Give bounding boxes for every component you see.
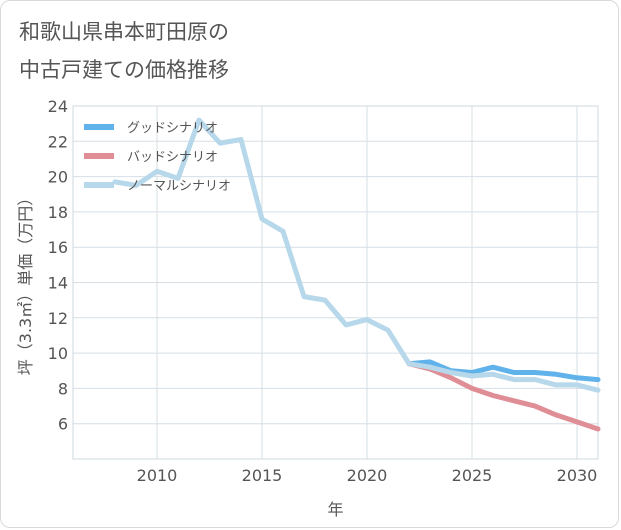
x-tick-label: 2015 xyxy=(242,466,283,485)
legend-label: ノーマルシナリオ xyxy=(127,179,231,194)
y-tick-label: 20 xyxy=(48,168,68,187)
chart-title-line1: 和歌山県串本町田原の xyxy=(19,20,229,44)
y-tick-label: 6 xyxy=(58,415,68,434)
y-tick-label: 18 xyxy=(48,203,68,222)
legend-label: バッドシナリオ xyxy=(127,150,218,165)
x-tick-label: 2025 xyxy=(452,466,493,485)
x-axis-label: 年 xyxy=(327,500,343,519)
y-tick-label: 8 xyxy=(58,379,68,398)
x-tick-label: 2020 xyxy=(347,466,388,485)
x-tick-label: 2010 xyxy=(137,466,178,485)
legend-label: グッドシナリオ xyxy=(127,121,218,136)
chart-title: 和歌山県串本町田原の 中古戸建ての価格推移 xyxy=(19,13,229,89)
plot-frame xyxy=(72,105,599,460)
y-tick-labels: 6 8 10 12 14 16 18 20 22 24 xyxy=(48,97,68,434)
y-tick-label: 12 xyxy=(48,309,68,328)
grid-lines xyxy=(73,105,598,459)
y-tick-label: 10 xyxy=(48,344,68,363)
y-axis-label: 坪（3.3㎡）単価（万円） xyxy=(16,190,35,375)
y-tick-label: 14 xyxy=(48,274,68,293)
series-line-3 xyxy=(112,117,601,393)
chart-title-line2: 中古戸建ての価格推移 xyxy=(19,58,229,82)
series-lines xyxy=(112,117,601,432)
x-tick-labels: 2010 2015 2020 2025 2030 xyxy=(137,466,598,485)
y-tick-label: 24 xyxy=(48,97,68,116)
y-tick-label: 16 xyxy=(48,238,68,257)
series-line-1 xyxy=(406,359,601,383)
x-tick-label: 2030 xyxy=(557,466,598,485)
y-tick-label: 22 xyxy=(48,132,68,151)
series-line-2 xyxy=(406,361,601,432)
